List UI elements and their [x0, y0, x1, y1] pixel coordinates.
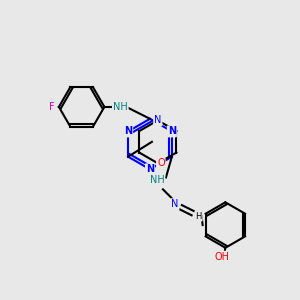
Text: NH: NH — [113, 102, 128, 112]
Text: N: N — [124, 126, 132, 136]
Text: NH: NH — [150, 176, 164, 185]
Text: N: N — [146, 164, 154, 174]
Text: H: H — [195, 212, 202, 220]
Text: F: F — [49, 102, 54, 112]
Text: N: N — [171, 199, 178, 209]
Text: N: N — [154, 116, 161, 125]
Text: OH: OH — [215, 252, 230, 262]
Text: O: O — [157, 158, 165, 168]
Text: N: N — [168, 126, 176, 136]
